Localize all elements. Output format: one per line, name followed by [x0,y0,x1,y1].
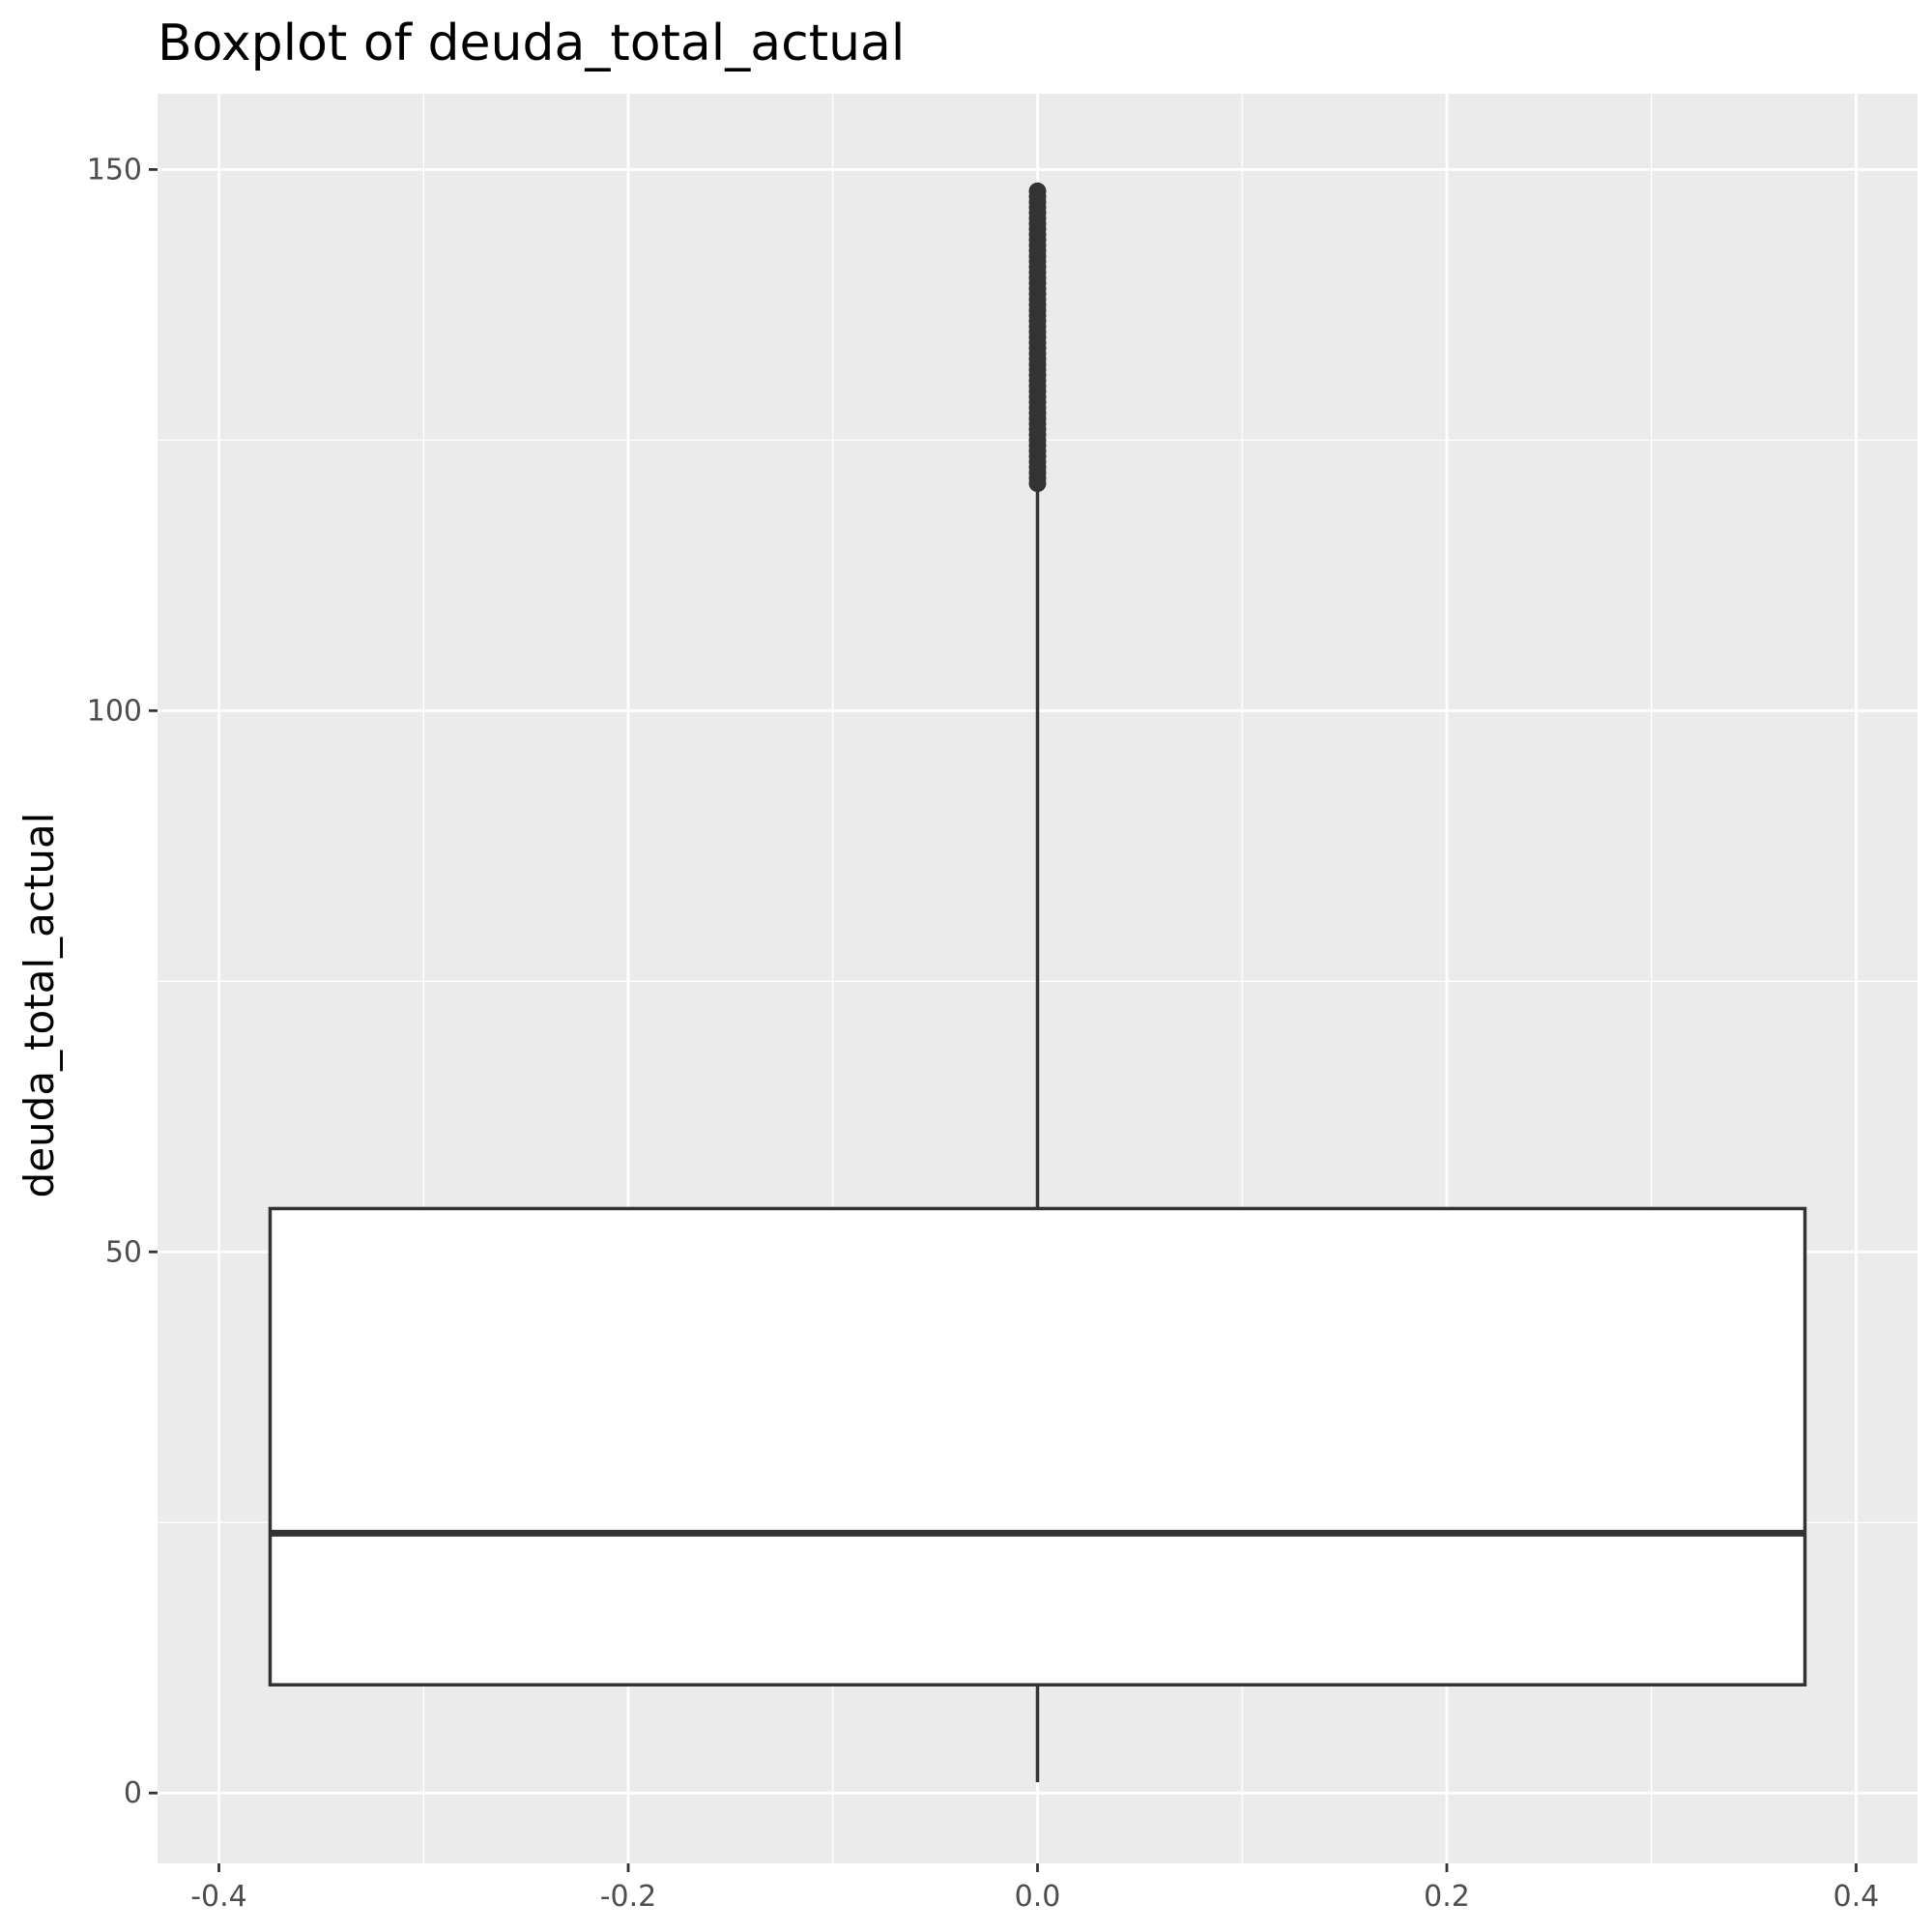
x-tick-label: 0.4 [1833,1880,1880,1914]
y-tick-label: 100 [87,694,142,728]
outlier-points [1028,182,1047,493]
box-iqr [268,1206,1807,1687]
y-tick-label: 150 [87,153,142,187]
x-tick-label: 0.0 [1015,1880,1061,1914]
x-tick-label: -0.4 [190,1880,247,1914]
y-tick-label: 0 [124,1776,142,1810]
y-tick-label: 50 [105,1235,142,1269]
axes: 0 50 100 150 -0.4 -0.2 0.0 0.2 0.4 [87,153,1880,1914]
outlier-point [1028,182,1047,200]
x-tick-label: 0.2 [1424,1880,1470,1914]
y-axis-label: deuda_total_actual [15,813,63,1198]
chart-title: Boxplot of deuda_total_actual [158,14,905,72]
box-layer [268,182,1807,1783]
x-tick-label: -0.2 [600,1880,657,1914]
